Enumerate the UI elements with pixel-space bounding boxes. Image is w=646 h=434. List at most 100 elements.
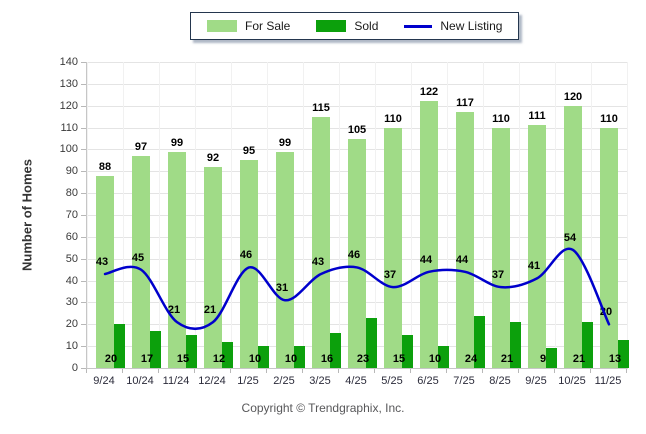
y-axis-title: Number of Homes [19,159,35,271]
sold-bar [186,335,197,368]
y-axis-tick-label: 60 [65,230,78,243]
gridline [87,83,627,85]
x-axis-category-label: 11/25 [594,375,622,387]
y-axis-tick [81,83,86,85]
x-axis-tick [482,369,483,373]
y-axis-tick [81,368,86,369]
x-axis-category-label: 2/25 [273,375,295,387]
for-sale-bar [168,151,186,368]
y-axis-tick [81,302,86,304]
new-listing-value-label: 46 [347,249,361,262]
legend-label-new-listing: New Listing [440,19,503,33]
legend-item-sold: Sold [316,19,378,33]
legend-item-for-sale: For Sale [207,19,290,33]
new-listing-value-label: 37 [383,269,397,282]
x-axis-tick [626,369,627,373]
x-axis-tick [86,369,87,373]
for-sale-bar [456,112,474,368]
for-sale-swatch-icon [207,20,237,32]
new-listing-line-swatch-icon [404,24,433,28]
for-sale-value-label: 99 [278,136,292,149]
x-axis-tick [302,369,303,373]
sold-bar [366,317,377,368]
y-axis-tick [81,280,86,282]
sold-bar [114,324,125,368]
sold-bar [546,348,557,368]
for-sale-value-label: 120 [563,90,583,103]
vertical-gridline [411,62,412,368]
for-sale-bar [492,127,510,368]
for-sale-value-label: 111 [528,110,546,123]
sold-bar [474,315,485,368]
x-axis-tick [590,369,591,373]
for-sale-value-label: 110 [384,112,402,125]
x-axis-category-label: 7/25 [453,375,475,387]
y-axis-tick-label: 20 [65,318,78,331]
vertical-gridline [267,62,268,368]
y-axis-tick [81,171,86,173]
for-sale-value-label: 122 [419,86,439,99]
x-axis-tick [446,369,447,373]
for-sale-value-label: 95 [242,145,256,158]
vertical-gridline [123,62,124,368]
for-sale-bar [276,151,294,368]
x-axis-tick [554,369,555,373]
x-axis-category-label: 4/25 [345,375,367,387]
for-sale-value-label: 88 [98,160,112,173]
y-axis-tick-label: 110 [60,121,78,134]
for-sale-value-label: 99 [170,136,184,149]
y-axis-tick-label: 120 [59,99,78,112]
new-listing-value-label: 43 [311,256,325,268]
gridline [87,127,627,129]
sold-value-label: 16 [320,353,334,365]
copyright-text: Copyright © Trendgraphix, Inc. [241,401,405,415]
sold-bar [510,322,521,368]
y-axis-tick-label: 50 [65,252,78,265]
for-sale-value-label: 110 [600,112,618,125]
sold-value-label: 13 [608,353,622,365]
new-listing-value-label: 54 [563,231,577,244]
vertical-gridline [447,62,448,368]
y-axis-tick [81,346,86,348]
sold-value-label: 15 [176,353,190,365]
sold-value-label: 12 [212,353,226,365]
x-axis-tick [518,369,519,373]
x-axis-category-label: 12/24 [198,375,226,387]
vertical-gridline [231,62,232,368]
vertical-gridline [627,62,628,368]
y-axis-tick [81,105,86,107]
sold-bar [294,346,305,368]
sold-value-label: 10 [428,353,442,365]
for-sale-bar [528,125,546,368]
sold-value-label: 17 [140,353,154,365]
x-axis-tick [230,369,231,373]
vertical-gridline [555,62,556,368]
vertical-gridline [195,62,196,368]
x-axis-category-label: 6/25 [417,375,439,387]
y-axis-tick [81,324,86,326]
x-axis-category-label: 10/25 [558,375,586,387]
new-listing-value-label: 45 [131,251,145,264]
y-axis-tick-label: 0 [71,362,78,374]
legend-label-for-sale: For Sale [245,19,291,33]
sold-value-label: 21 [572,353,586,365]
x-axis-category-label: 11/24 [162,375,190,387]
vertical-gridline [375,62,376,368]
y-axis-tick-label: 90 [65,165,78,178]
sold-value-label: 23 [356,353,370,365]
for-sale-bar [204,166,222,368]
y-axis-tick [81,215,86,216]
for-sale-value-label: 97 [134,140,148,153]
x-axis-category-label: 10/24 [126,375,154,387]
x-axis-tick [338,369,339,373]
sold-bar [258,346,269,368]
x-axis-tick [158,369,159,373]
sold-bar [582,322,593,368]
sold-bar [150,330,161,368]
y-axis-tick-label: 70 [65,209,78,221]
x-axis-category-label: 9/24 [93,375,115,387]
sold-bar [438,346,449,368]
legend-label-sold: Sold [354,19,379,33]
x-axis-category-label: 3/25 [309,375,331,387]
